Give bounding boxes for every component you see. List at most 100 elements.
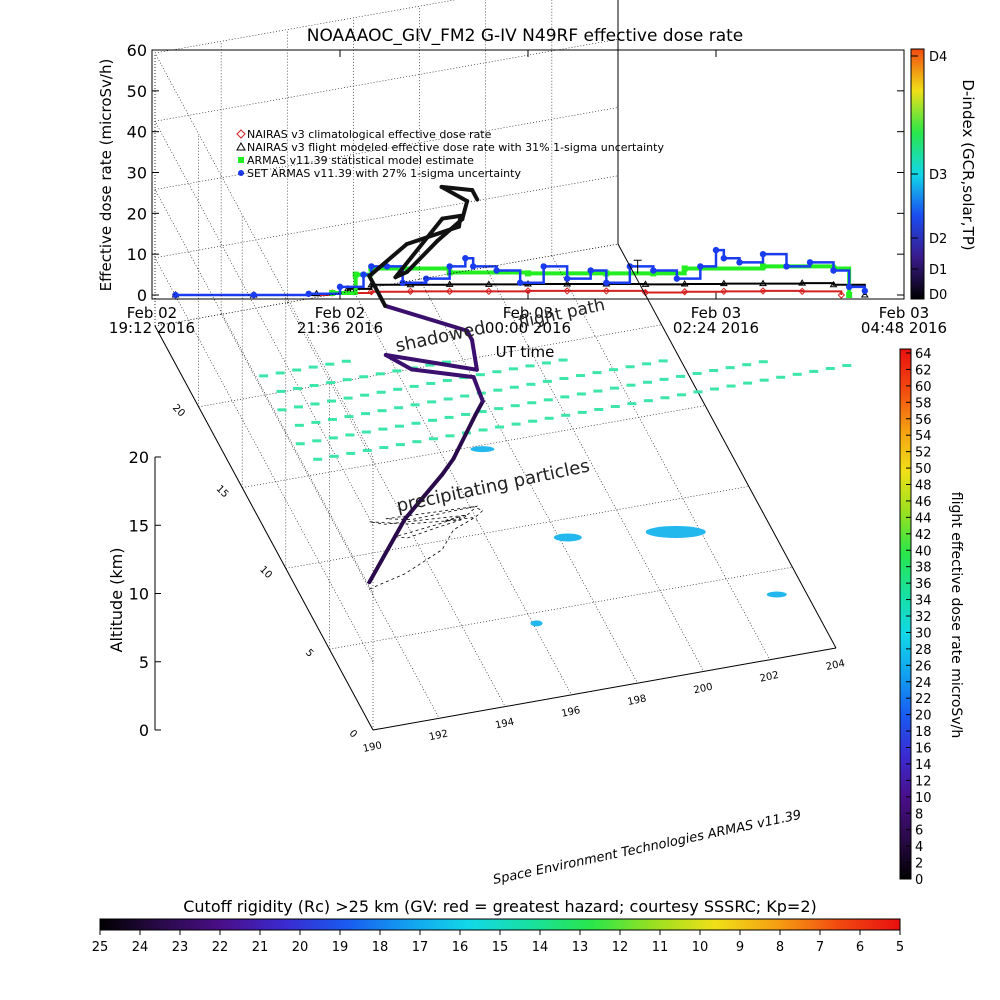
top-x-tick-label-date: Feb 03 <box>503 304 553 322</box>
d-index-tick-label: D3 <box>929 168 947 183</box>
particle-patch <box>766 591 787 598</box>
particle-marker <box>809 369 819 373</box>
rigidity-tick-label: 11 <box>652 940 669 955</box>
series-point <box>563 287 571 295</box>
altitude-tick-label: 15 <box>129 516 149 535</box>
particle-marker <box>643 399 653 403</box>
series-point <box>720 255 728 262</box>
rigidity-tick-label: 6 <box>856 940 864 955</box>
series-point <box>524 287 532 295</box>
particle-marker <box>327 417 337 421</box>
legend-entry: ARMAS v11.39 statistical model estimate <box>247 154 474 167</box>
particle-marker <box>825 366 835 370</box>
dose-colorbar-tick-label: 38 <box>915 561 932 576</box>
particle-marker <box>558 358 568 362</box>
particle-marker <box>676 393 686 397</box>
particle-marker <box>658 359 668 363</box>
dose-colorbar-tick-label: 54 <box>915 429 932 444</box>
particle-marker <box>544 416 554 420</box>
dose-colorbar-tick-label: 64 <box>915 347 932 362</box>
particle-marker <box>341 359 351 363</box>
particle-marker <box>425 363 435 367</box>
particle-patch <box>470 446 495 453</box>
longitude-tick-label: 190 <box>362 740 383 755</box>
particle-marker <box>295 442 305 446</box>
particle-marker <box>326 381 336 385</box>
particle-marker <box>626 383 636 387</box>
series-point <box>368 263 375 270</box>
series-point <box>830 267 837 274</box>
particle-marker <box>609 386 619 390</box>
series-point <box>406 280 415 288</box>
altitude-tick-label: 10 <box>129 585 149 604</box>
top-x-axis-label: UT time <box>496 343 555 361</box>
legend-marker <box>236 129 246 139</box>
latitude-tick-label: 10 <box>257 564 274 581</box>
series-point <box>798 279 807 286</box>
particle-marker <box>277 408 287 412</box>
particle-marker <box>361 412 371 416</box>
particle-marker <box>344 415 354 419</box>
particle-marker <box>492 370 502 374</box>
dose-colorbar-tick-label: 22 <box>915 692 932 707</box>
particle-marker <box>495 425 505 429</box>
particle-marker <box>726 384 736 388</box>
dose-colorbar-tick-label: 6 <box>915 824 923 839</box>
series-point <box>525 270 531 277</box>
particle-marker <box>312 439 322 443</box>
particle-marker <box>442 379 452 383</box>
longitude-tick-label: 202 <box>759 670 780 685</box>
particle-marker <box>710 387 720 391</box>
particle-marker <box>411 421 421 425</box>
particle-marker <box>542 379 552 383</box>
dose-colorbar-tick-label: 30 <box>915 626 932 641</box>
legend-entry: SET ARMAS v11.39 with 27% 1-sigma uncert… <box>247 167 521 180</box>
grid-line <box>242 405 706 488</box>
grid-line <box>154 0 456 458</box>
particle-marker <box>511 422 521 426</box>
particle-marker <box>527 401 537 405</box>
particle-marker <box>508 367 518 371</box>
particle-marker <box>478 428 488 432</box>
rigidity-tick-label: 20 <box>292 940 309 955</box>
particle-marker <box>494 407 504 411</box>
particle-marker <box>293 405 303 409</box>
particle-marker <box>342 378 352 382</box>
dose-colorbar-tick-label: 12 <box>915 774 932 789</box>
particle-marker <box>725 366 735 370</box>
particle-marker <box>292 368 302 372</box>
series-point <box>650 267 657 274</box>
dose-colorbar-tick-label: 48 <box>915 479 932 494</box>
series-point <box>360 271 367 278</box>
dose-colorbar-tick-label: 50 <box>915 462 932 477</box>
flight-path-segment <box>451 412 478 461</box>
particle-marker <box>758 360 768 364</box>
rigidity-colorbar: Cutoff rigidity (Rc) >25 km (GV: red = g… <box>92 897 904 955</box>
series-point <box>760 263 766 270</box>
series-point <box>469 263 477 270</box>
particle-marker <box>445 434 455 438</box>
series-point <box>493 267 500 274</box>
axis-edge <box>154 325 374 731</box>
particle-patch <box>530 620 543 627</box>
particle-marker <box>379 446 389 450</box>
rigidity-tick-label: 25 <box>92 940 109 955</box>
rigidity-tick-label: 16 <box>452 940 469 955</box>
series-point <box>445 280 454 287</box>
top-x-tick-label-time: 00:00 2016 <box>485 319 571 337</box>
flight-path-segment <box>383 303 470 333</box>
latitude-tick-label: 5 <box>303 647 315 659</box>
grid-line <box>154 38 619 526</box>
particle-marker <box>275 371 285 375</box>
series-point <box>602 287 611 295</box>
rigidity-tick-label: 17 <box>412 940 429 955</box>
particle-marker <box>329 454 339 458</box>
flight-path-segment <box>383 353 479 372</box>
particle-marker <box>359 375 369 379</box>
particle-marker <box>377 409 387 413</box>
particle-marker <box>759 378 769 382</box>
particle-marker <box>477 410 487 414</box>
dose-colorbar: 0246810121416182022242628303234363840424… <box>899 347 964 888</box>
particle-marker <box>577 410 587 414</box>
particle-marker <box>293 386 303 390</box>
